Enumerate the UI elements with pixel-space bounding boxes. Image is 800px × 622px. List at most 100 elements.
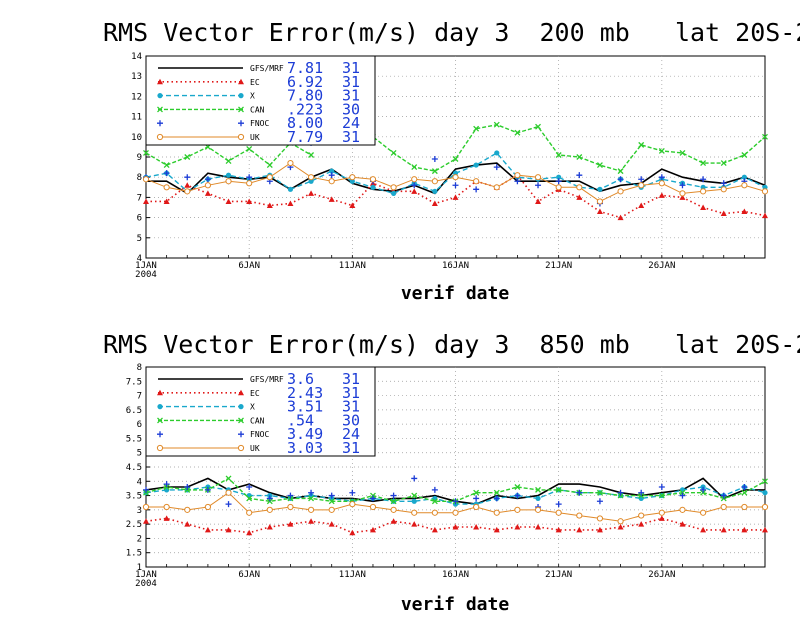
can-point bbox=[493, 121, 500, 128]
fnoc-point bbox=[411, 475, 418, 482]
fnoc-point bbox=[204, 176, 211, 183]
can-point bbox=[308, 152, 315, 158]
x-axis-label: verif date bbox=[401, 594, 510, 615]
can-point bbox=[246, 495, 253, 502]
legend-name-ec: EC bbox=[250, 389, 260, 398]
uk-point bbox=[390, 506, 397, 513]
ec-point bbox=[473, 524, 480, 530]
y-tick-label: 8 bbox=[137, 173, 142, 183]
y-tick-label: 11 bbox=[131, 113, 142, 123]
legend-name-can: CAN bbox=[250, 105, 265, 114]
uk-point bbox=[287, 503, 294, 511]
y-tick-label: 2.5 bbox=[126, 520, 142, 530]
uk-point bbox=[349, 174, 356, 181]
legend-can-point bbox=[238, 106, 244, 113]
y-tick-label: 7 bbox=[137, 392, 142, 402]
y-tick-label: 3 bbox=[137, 506, 142, 516]
fnoc-point bbox=[246, 174, 253, 181]
can-point bbox=[514, 484, 521, 490]
fnoc-point bbox=[390, 492, 397, 499]
x-point bbox=[535, 495, 541, 502]
ec-point bbox=[287, 521, 294, 527]
uk-point bbox=[369, 503, 377, 511]
y-tick-label: 6.5 bbox=[126, 406, 142, 416]
ec-point bbox=[741, 526, 748, 533]
can-point bbox=[555, 152, 562, 158]
chart-title: RMS Vector Error(m/s) day 3 200 mb lat 2… bbox=[103, 18, 800, 47]
series-ec bbox=[143, 515, 768, 536]
ec-point bbox=[762, 212, 768, 219]
can-point bbox=[225, 158, 232, 164]
legend-count-x: 31 bbox=[342, 87, 360, 105]
legend-count-fnoc: 24 bbox=[342, 425, 360, 443]
can-point bbox=[535, 486, 541, 493]
x-point bbox=[225, 172, 232, 178]
ec-point bbox=[700, 526, 707, 533]
ec-point bbox=[184, 521, 191, 527]
fnoc-point bbox=[555, 501, 562, 508]
ec-point bbox=[431, 200, 438, 206]
fnoc-point bbox=[720, 180, 727, 187]
x-tick-label: 1JAN bbox=[135, 570, 157, 580]
legend-name-uk: UK bbox=[250, 444, 260, 453]
ec-point bbox=[679, 194, 686, 200]
uk-point bbox=[741, 503, 748, 511]
can-point bbox=[328, 498, 335, 505]
legend-fnoc-point bbox=[238, 431, 244, 438]
ec-point bbox=[596, 208, 603, 215]
fnoc-point bbox=[431, 486, 438, 493]
y-tick-label: 12 bbox=[131, 92, 142, 102]
y-ticks: 1 1.5 2 2.5 3 3.5 4 4.5 5 5.5 6 6.5 7 7.5 8 bbox=[126, 363, 150, 573]
fnoc-point bbox=[328, 492, 335, 499]
uk-point bbox=[493, 184, 500, 191]
legend-stat-gfs-mrf: 3.6 bbox=[287, 370, 314, 388]
uk-point bbox=[534, 506, 542, 513]
legend-name-x: X bbox=[250, 403, 255, 412]
x-tick-label: 16JAN bbox=[442, 570, 469, 580]
fnoc-point bbox=[473, 186, 480, 193]
can-point bbox=[658, 492, 665, 499]
y-tick-label: 1.5 bbox=[126, 549, 142, 559]
uk-point bbox=[761, 188, 769, 195]
uk-point bbox=[617, 518, 624, 525]
x-tick-label: 1JAN bbox=[135, 261, 157, 271]
legend-count-can: 30 bbox=[342, 411, 360, 429]
legend-x-point bbox=[157, 404, 163, 410]
chart-title: RMS Vector Error(m/s) day 3 850 mb lat 2… bbox=[103, 330, 800, 359]
uk-point bbox=[204, 182, 211, 189]
ec-point bbox=[246, 529, 253, 536]
legend-can-point bbox=[157, 417, 163, 424]
ec-point bbox=[204, 190, 211, 196]
x-point bbox=[287, 186, 294, 192]
x-tick-sublabel: 2004 bbox=[135, 270, 157, 280]
legend-count-uk: 31 bbox=[342, 128, 360, 146]
y-tick-label: 4.5 bbox=[126, 463, 142, 473]
uk-point bbox=[287, 159, 294, 167]
fnoc-point bbox=[473, 495, 480, 502]
ec-point bbox=[143, 518, 149, 524]
legend-count-ec: 31 bbox=[342, 384, 360, 402]
uk-point bbox=[369, 176, 377, 183]
can-point bbox=[246, 145, 253, 152]
ec-point bbox=[762, 526, 768, 533]
legend-name-uk: UK bbox=[250, 133, 260, 142]
uk-point bbox=[431, 509, 438, 516]
uk-point bbox=[184, 506, 191, 513]
y-tick-label: 4 bbox=[137, 477, 142, 487]
ec-point bbox=[493, 526, 500, 533]
x-axis-label: verif date bbox=[401, 283, 510, 304]
can-point bbox=[390, 498, 397, 505]
ec-point bbox=[638, 521, 645, 527]
x-point bbox=[370, 184, 376, 190]
x-tick-label: 11JAN bbox=[339, 261, 366, 271]
ec-point bbox=[143, 198, 149, 204]
y-tick-label: 14 bbox=[131, 52, 142, 62]
uk-point bbox=[328, 506, 335, 513]
ec-point bbox=[328, 521, 335, 527]
legend-count-x: 31 bbox=[342, 398, 360, 416]
legend-uk-point bbox=[156, 444, 164, 452]
y-ticks: 4 5 6 7 8 9 10 11 12 13 14 bbox=[131, 52, 150, 264]
can-point bbox=[473, 125, 480, 132]
y-tick-label: 2 bbox=[137, 534, 142, 544]
